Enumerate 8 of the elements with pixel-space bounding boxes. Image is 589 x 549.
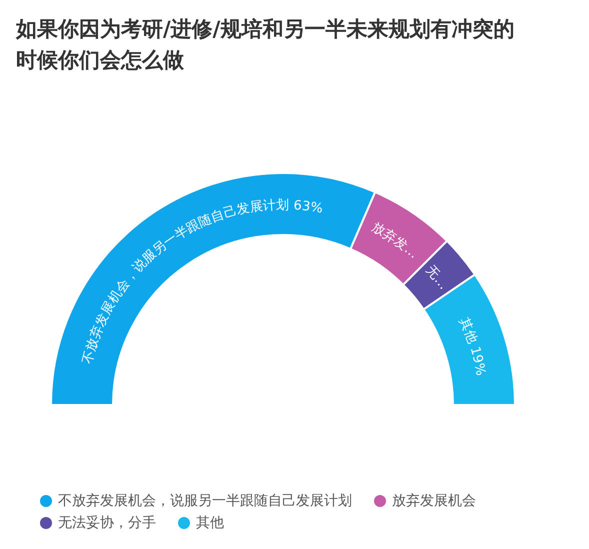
legend-label: 放弃发展机会 (392, 492, 476, 510)
legend-label: 不放弃发展机会，说服另一半跟随自己发展计划 (58, 492, 352, 510)
data-label: 无… (422, 262, 451, 293)
legend-label: 其他 (196, 514, 224, 532)
data-label: 放弃发… (368, 220, 421, 262)
legend-label: 无法妥协，分手 (58, 514, 156, 532)
chart-title: 如果你因为考研/进修/规培和另一半未来规划有冲突的时候你们会怎么做 (16, 16, 516, 74)
data-label: 不放弃发展机会，说服另一半跟随自己发展计划 63% (80, 198, 324, 366)
